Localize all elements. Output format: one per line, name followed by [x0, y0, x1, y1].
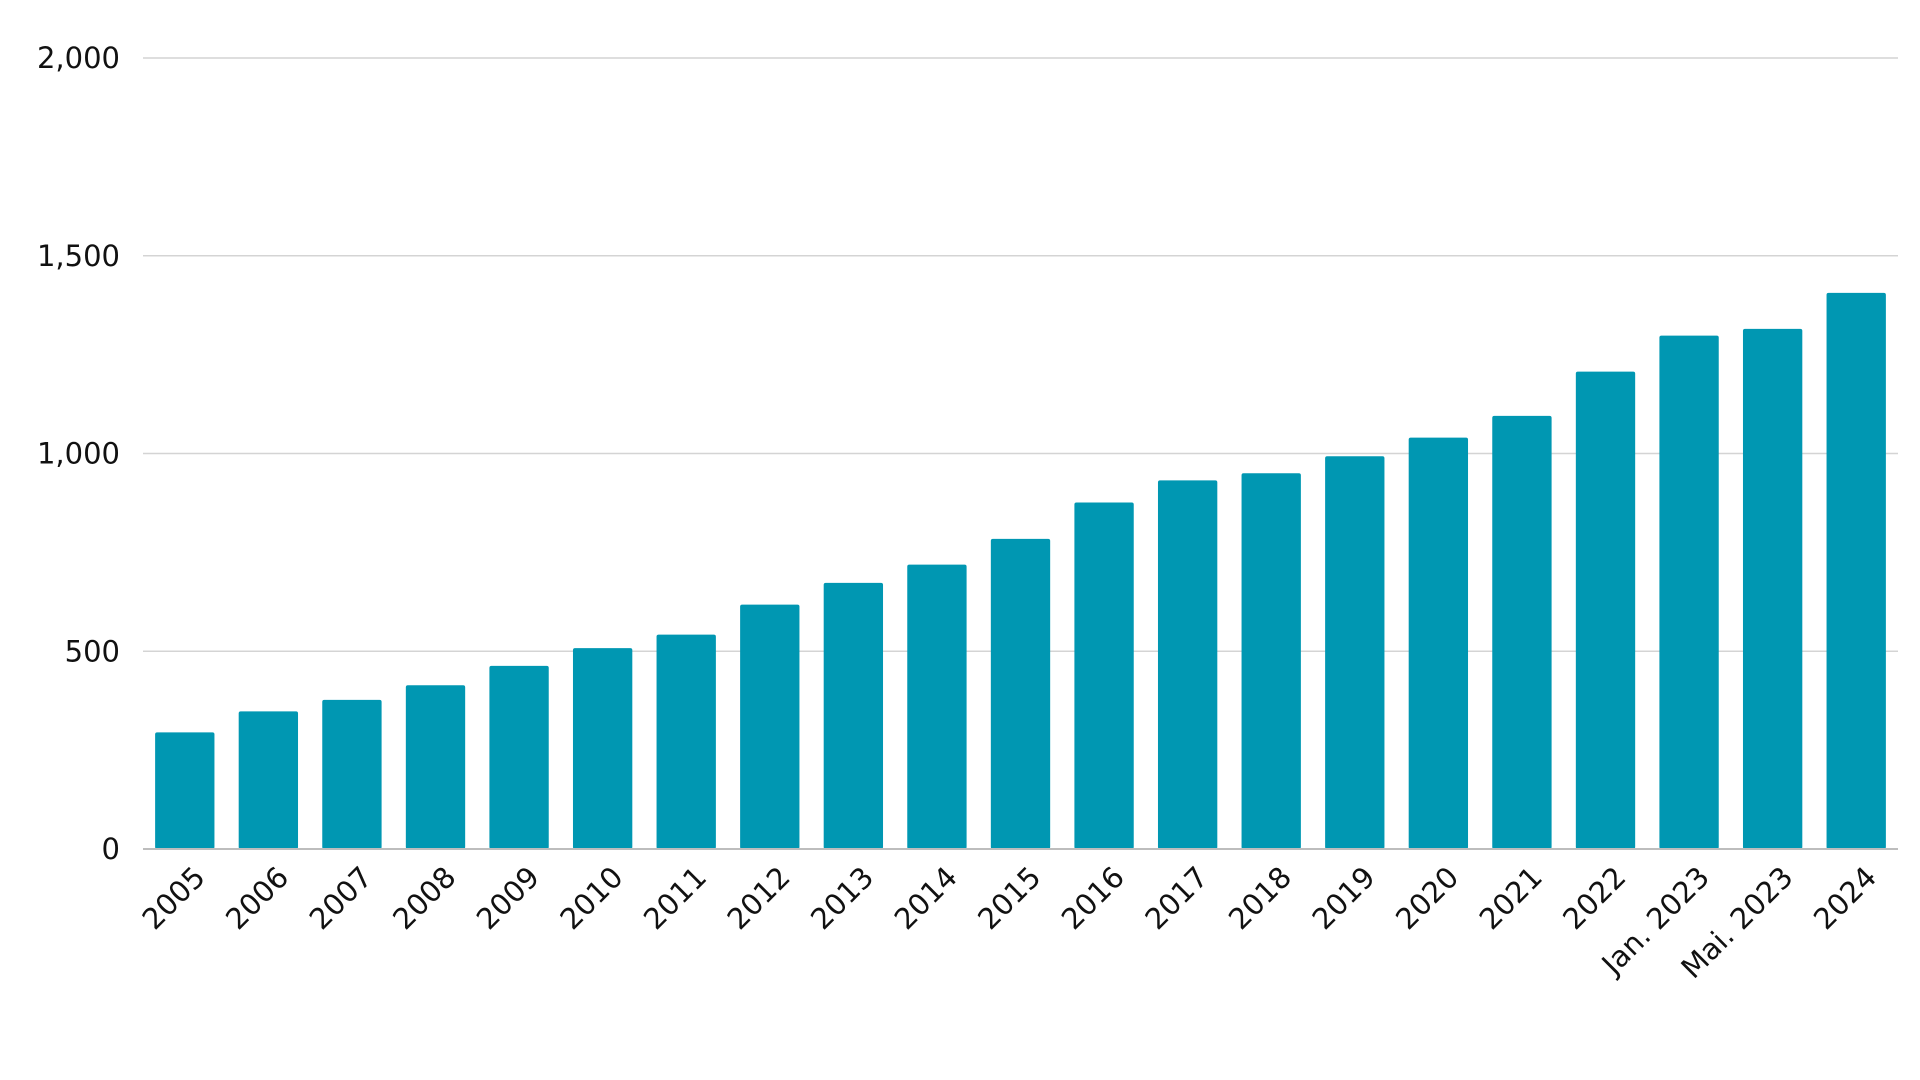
bar-2007 — [322, 699, 382, 849]
x-tick-label: 2006 — [219, 860, 295, 936]
y-tick-label: 1,000 — [37, 437, 120, 471]
bar-2009 — [489, 665, 549, 849]
bar-2024 — [1826, 292, 1886, 849]
bar-2022 — [1575, 371, 1636, 849]
bar-2014 — [907, 564, 967, 849]
bar-2017 — [1157, 480, 1218, 849]
bar-2010 — [572, 648, 633, 849]
bar-2015 — [990, 538, 1051, 849]
x-axis-ticks: 2005 2006 2007 2008 2009 2010 2011 2012 2013 2014… — [136, 860, 1884, 985]
bar-2012 — [740, 604, 800, 849]
x-tick-label: 2007 — [303, 860, 379, 936]
x-tick-label: 2021 — [1473, 860, 1549, 936]
bar-mai-2023 — [1742, 328, 1803, 850]
x-tick-label: 2010 — [553, 860, 629, 936]
x-tick-label: 2016 — [1055, 860, 1131, 936]
x-tick-label: 2013 — [804, 860, 880, 936]
y-tick-label: 2,000 — [37, 41, 120, 75]
y-tick-label: 500 — [65, 634, 120, 668]
bar-2021 — [1492, 415, 1552, 849]
x-tick-label: 2017 — [1138, 860, 1214, 936]
x-tick-label: 2019 — [1306, 860, 1382, 936]
bar-2008 — [405, 685, 466, 849]
bar-2018 — [1241, 473, 1301, 849]
bar-2020 — [1408, 437, 1469, 849]
x-tick-label: 2024 — [1807, 860, 1883, 936]
y-tick-label: 1,500 — [37, 239, 120, 273]
x-tick-label: 2005 — [136, 860, 212, 936]
x-tick-label: 2020 — [1389, 860, 1465, 936]
x-tick-label: 2015 — [971, 860, 1047, 936]
bar-2011 — [656, 634, 716, 849]
bar-2006 — [238, 711, 299, 849]
x-tick-label: 2012 — [721, 860, 797, 936]
bar-2005 — [155, 732, 215, 849]
bars — [155, 292, 1886, 850]
bar-2016 — [1074, 502, 1134, 849]
y-tick-label: 0 — [102, 832, 120, 866]
x-tick-label: 2011 — [637, 860, 713, 936]
x-tick-label: 2014 — [888, 860, 964, 936]
bar-jan-2023 — [1659, 335, 1719, 849]
x-tick-label: 2009 — [470, 860, 546, 936]
x-tick-label: 2008 — [386, 860, 462, 936]
bar-2013 — [823, 582, 884, 849]
bar-2019 — [1325, 456, 1385, 849]
x-tick-label: 2022 — [1556, 860, 1632, 936]
y-axis-ticks: 0 500 1,000 1,500 2,000 — [37, 41, 120, 866]
x-tick-label: 2018 — [1222, 860, 1298, 936]
